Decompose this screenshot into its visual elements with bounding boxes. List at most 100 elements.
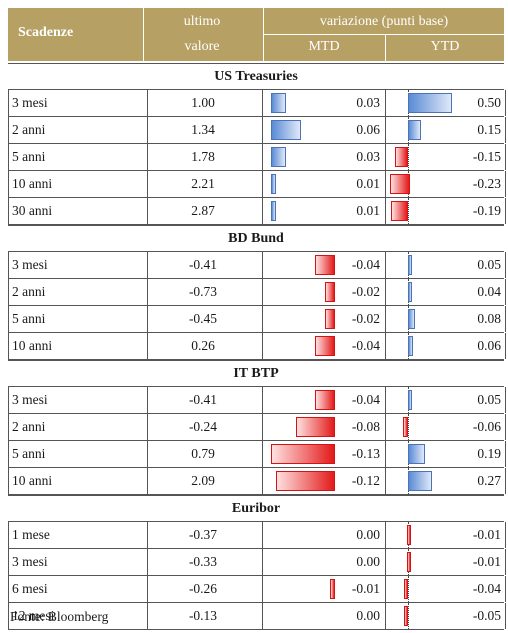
mtd-value: -0.04 (351, 392, 380, 407)
header-scadenze: Scadenze (18, 25, 74, 40)
ytd-value: -0.19 (472, 203, 501, 218)
maturity-cell: 3 mesi (8, 90, 148, 116)
mtd-cell: 0.06 (263, 117, 384, 143)
last-value-cell: -0.45 (144, 306, 263, 332)
mtd-cell: 0.03 (263, 90, 384, 116)
mtd-cell: -0.04 (263, 387, 384, 413)
mtd-bar (271, 174, 276, 194)
mtd-bar (325, 282, 335, 302)
section-title: US Treasuries (8, 63, 504, 90)
table-row: 2 anni -0.24 -0.08 -0.06 (8, 414, 506, 441)
last-value-cell: -0.33 (144, 549, 263, 575)
maturity-cell: 10 anni (8, 171, 148, 197)
ytd-bar (402, 417, 408, 437)
table-row: 3 mesi 1.00 0.03 0.50 (8, 90, 506, 117)
mtd-cell: -0.04 (263, 333, 384, 359)
header-ultimo: ultimo (183, 14, 221, 29)
last-value-cell: -0.37 (144, 522, 263, 548)
ytd-value: -0.05 (472, 608, 501, 623)
mtd-cell: -0.02 (263, 306, 384, 332)
mtd-value: 0.03 (356, 149, 380, 164)
ytd-cell: -0.01 (385, 522, 506, 548)
mtd-cell: -0.13 (263, 441, 384, 467)
ytd-bar (408, 336, 414, 356)
header-ytd: YTD (430, 39, 460, 54)
mtd-bar (315, 255, 335, 275)
maturity-cell: 30 anni (8, 198, 148, 224)
ytd-value: 0.50 (477, 95, 501, 110)
mtd-bar (315, 336, 335, 356)
mtd-value: -0.01 (351, 581, 380, 596)
ytd-value: -0.01 (472, 527, 501, 542)
ytd-cell: 0.50 (385, 90, 506, 116)
table-row: 6 mesi -0.26 -0.01 -0.04 (8, 576, 506, 603)
ytd-value: 0.19 (477, 446, 501, 461)
ytd-cell: 0.15 (385, 117, 506, 143)
last-value-cell: 1.34 (144, 117, 263, 143)
ytd-value: 0.05 (477, 257, 501, 272)
ytd-cell: 0.19 (385, 441, 506, 467)
header-valore: valore (184, 39, 220, 54)
ytd-bar (408, 255, 413, 275)
maturity-cell: 1 mese (8, 522, 148, 548)
mtd-cell: -0.04 (263, 252, 384, 278)
mtd-cell: 0.00 (263, 522, 384, 548)
mtd-bar (271, 93, 286, 113)
ytd-value: -0.06 (472, 419, 501, 434)
ytd-bar (390, 174, 411, 194)
last-value-cell: -0.26 (144, 576, 263, 602)
maturity-cell: 2 anni (8, 117, 148, 143)
table-row: 30 anni 2.87 0.01 -0.19 (8, 198, 506, 225)
mtd-cell: -0.08 (263, 414, 384, 440)
ytd-cell: -0.06 (385, 414, 506, 440)
ytd-cell: 0.08 (385, 306, 506, 332)
ytd-cell: -0.15 (385, 144, 506, 170)
ytd-cell: 0.27 (385, 468, 506, 494)
section-title: IT BTP (8, 360, 504, 387)
mtd-bar (330, 579, 335, 599)
mtd-bar (271, 444, 335, 464)
last-value-cell: 0.26 (144, 333, 263, 359)
table-row: 10 anni 2.09 -0.12 0.27 (8, 468, 506, 495)
mtd-bar (315, 390, 335, 410)
table-row: 10 anni 2.21 0.01 -0.23 (8, 171, 506, 198)
mtd-value: 0.00 (356, 608, 380, 623)
mtd-cell: 0.03 (263, 144, 384, 170)
last-value-cell: 2.09 (144, 468, 263, 494)
last-value-cell: -0.41 (144, 387, 263, 413)
table-body: US Treasuries 3 mesi 1.00 0.03 0.50 2 anni 1.3… (8, 63, 506, 630)
last-value-cell: -0.73 (144, 279, 263, 305)
last-value-cell: 1.00 (144, 90, 263, 116)
ytd-bar (407, 525, 412, 545)
last-value-cell: 0.79 (144, 441, 263, 467)
last-value-cell: -0.41 (144, 252, 263, 278)
mtd-cell: 0.00 (263, 549, 384, 575)
ytd-cell: 0.05 (385, 387, 506, 413)
mtd-bar (295, 417, 335, 437)
section-title: BD Bund (8, 225, 504, 252)
bond-yield-table: Scadenze ultimo valore variazione (punti… (8, 8, 506, 630)
maturity-cell: 12 mesi (8, 603, 148, 629)
ytd-axis (408, 603, 409, 629)
ytd-bar (408, 444, 425, 464)
maturity-cell: 2 anni (8, 414, 148, 440)
maturity-cell: 3 mesi (8, 252, 148, 278)
ytd-bar (408, 93, 452, 113)
mtd-cell: 0.01 (263, 198, 384, 224)
ytd-axis (408, 414, 409, 440)
mtd-cell: -0.02 (263, 279, 384, 305)
ytd-bar (407, 552, 412, 572)
header-variazione: variazione (punti base) (319, 14, 449, 29)
table-header: Scadenze ultimo valore variazione (punti… (8, 8, 504, 63)
table-row: 5 anni 0.79 -0.13 0.19 (8, 441, 506, 468)
table-row: 12 mesi -0.13 0.00 -0.05 (8, 603, 506, 630)
maturity-cell: 2 anni (8, 279, 148, 305)
mtd-value: 0.06 (356, 122, 380, 137)
table-row: 3 mesi -0.41 -0.04 0.05 (8, 252, 506, 279)
table-row: 10 anni 0.26 -0.04 0.06 (8, 333, 506, 360)
mtd-bar (271, 147, 286, 167)
header-mtd: MTD (308, 39, 340, 54)
ytd-cell: -0.04 (385, 576, 506, 602)
ytd-cell: -0.19 (385, 198, 506, 224)
mtd-cell: -0.01 (263, 576, 384, 602)
